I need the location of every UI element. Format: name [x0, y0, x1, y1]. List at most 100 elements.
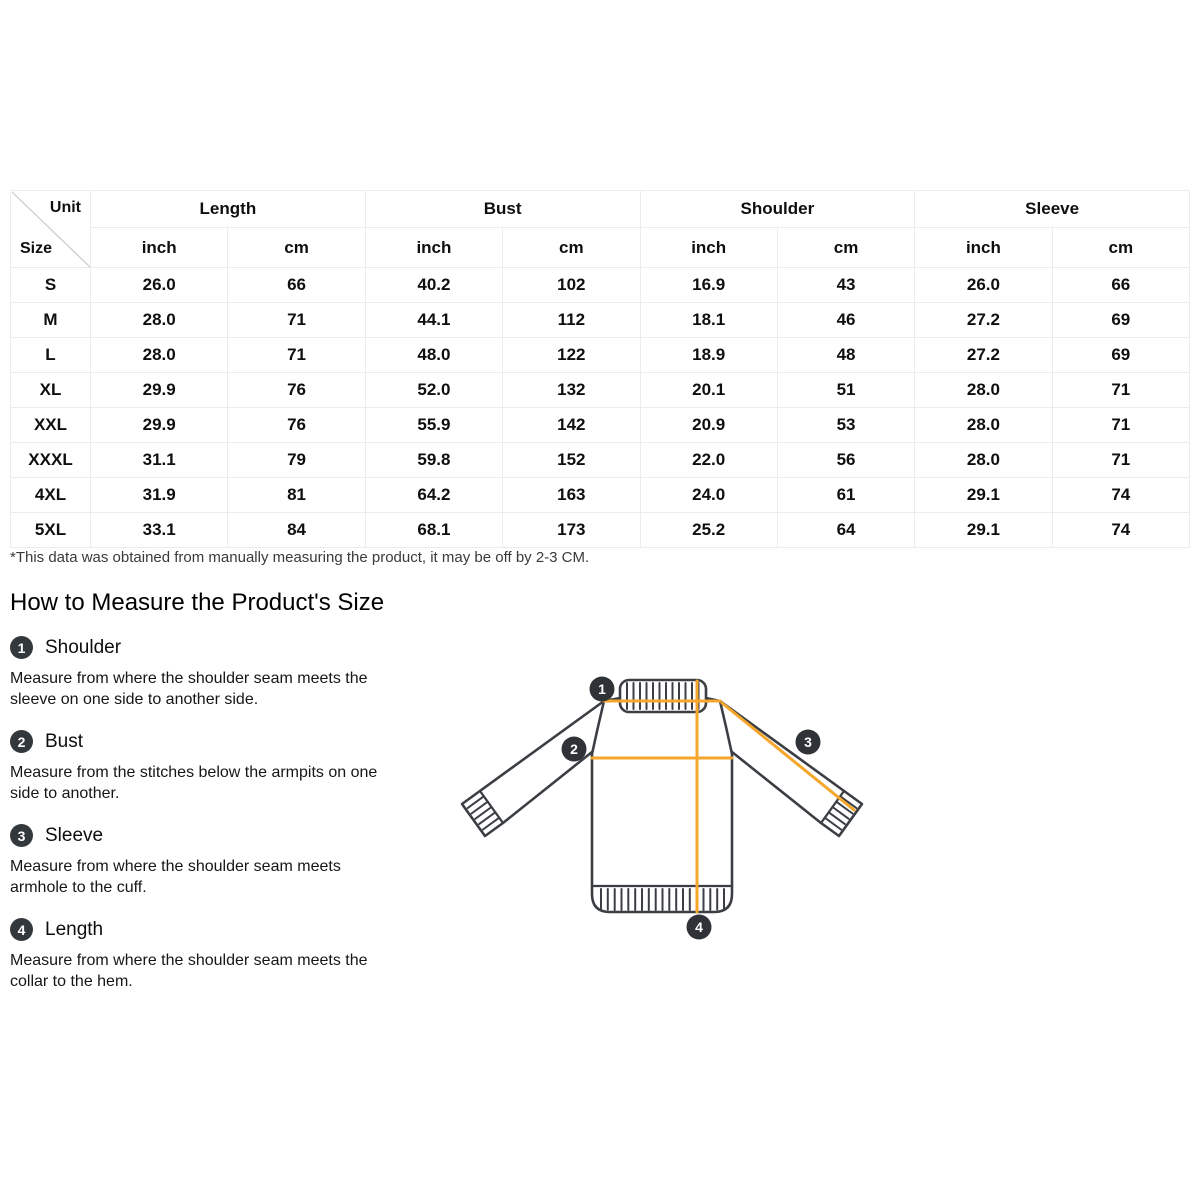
value-cell: 31.9	[91, 478, 229, 513]
marker-1-number: 1	[598, 681, 606, 697]
value-cell: 76	[228, 373, 366, 408]
value-cell: 71	[228, 303, 366, 338]
size-chart-table: Unit Size Length Bust Shoulder Sleeve in…	[10, 190, 1190, 548]
step-number-badge: 1	[10, 636, 33, 659]
value-cell: 61	[777, 478, 916, 513]
value-cell: 51	[777, 373, 916, 408]
value-cell: 20.9	[640, 408, 778, 443]
value-cell: 44.1	[365, 303, 504, 338]
value-cell: 152	[503, 443, 641, 478]
value-cell: 18.9	[640, 338, 778, 373]
unit-header-sleeve-cm: cm	[1052, 228, 1190, 268]
value-cell: 29.9	[91, 373, 229, 408]
value-cell: 29.1	[915, 478, 1053, 513]
value-cell: 20.1	[640, 373, 778, 408]
left-sleeve	[460, 699, 606, 838]
size-cell: 4XL	[11, 478, 91, 513]
step-header: 1 Shoulder	[10, 636, 434, 659]
value-cell: 112	[503, 303, 641, 338]
value-cell: 56	[777, 443, 916, 478]
step-label: Shoulder	[45, 636, 122, 658]
marker-1-badge: 1	[589, 676, 615, 702]
value-cell: 28.0	[915, 408, 1053, 443]
step-header: 3 Sleeve	[10, 824, 434, 847]
value-cell: 66	[228, 268, 366, 303]
value-cell: 43	[777, 268, 916, 303]
value-cell: 74	[1052, 513, 1190, 548]
marker-3-number: 3	[804, 734, 812, 750]
value-cell: 59.8	[365, 443, 504, 478]
marker-2-number: 2	[570, 741, 578, 757]
sweater-body	[590, 696, 734, 914]
step-description: Measure from where the shoulder seam mee…	[10, 858, 341, 896]
value-cell: 64.2	[365, 478, 504, 513]
value-cell: 122	[503, 338, 641, 373]
step-header: 4 Length	[10, 918, 434, 941]
value-cell: 55.9	[365, 408, 504, 443]
measurement-disclaimer: *This data was obtained from manually me…	[10, 549, 590, 566]
value-cell: 26.0	[91, 268, 229, 303]
measure-steps-list: 1 Shoulder Measure from where the should…	[10, 636, 434, 1012]
value-cell: 27.2	[915, 303, 1053, 338]
value-cell: 52.0	[365, 373, 504, 408]
column-group-bust: Bust	[365, 191, 641, 228]
value-cell: 84	[228, 513, 366, 548]
corner-size-label: Size	[20, 240, 53, 257]
value-cell: 66	[1052, 268, 1190, 303]
value-cell: 28.0	[91, 338, 229, 373]
collar	[618, 678, 708, 714]
sweater-measurement-diagram: 1 2 3 4	[460, 676, 864, 940]
step-description: Measure from where the shoulder seam mee…	[10, 952, 368, 990]
value-cell: 79	[228, 443, 366, 478]
value-cell: 28.0	[915, 443, 1053, 478]
value-cell: 28.0	[915, 373, 1053, 408]
unit-header-length-cm: cm	[228, 228, 366, 268]
value-cell: 40.2	[365, 268, 504, 303]
marker-4-number: 4	[695, 919, 703, 935]
value-cell: 48	[777, 338, 916, 373]
size-cell: S	[11, 268, 91, 303]
value-cell: 76	[228, 408, 366, 443]
size-cell: 5XL	[11, 513, 91, 548]
value-cell: 69	[1052, 338, 1190, 373]
size-cell: L	[11, 338, 91, 373]
step-header: 2 Bust	[10, 730, 434, 753]
marker-2-badge: 2	[561, 736, 587, 762]
value-cell: 71	[1052, 443, 1190, 478]
section-title: How to Measure the Product's Size	[10, 589, 385, 616]
step-label: Bust	[45, 730, 84, 752]
step-number-badge: 2	[10, 730, 33, 753]
measure-step: 3 Sleeve Measure from where the shoulder…	[10, 824, 434, 918]
measure-step: 4 Length Measure from where the shoulder…	[10, 918, 434, 1012]
right-sleeve	[718, 699, 864, 838]
value-cell: 28.0	[91, 303, 229, 338]
value-cell: 27.2	[915, 338, 1053, 373]
marker-4-badge: 4	[686, 914, 712, 940]
size-cell: XXXL	[11, 443, 91, 478]
measure-step: 1 Shoulder Measure from where the should…	[10, 636, 434, 730]
value-cell: 25.2	[640, 513, 778, 548]
unit-header-bust-cm: cm	[503, 228, 641, 268]
value-cell: 22.0	[640, 443, 778, 478]
step-description: Measure from where the shoulder seam mee…	[10, 670, 368, 708]
step-number-badge: 4	[10, 918, 33, 941]
step-number-badge: 3	[10, 824, 33, 847]
value-cell: 102	[503, 268, 641, 303]
column-group-length: Length	[91, 191, 366, 228]
value-cell: 142	[503, 408, 641, 443]
measure-step: 2 Bust Measure from the stitches below t…	[10, 730, 434, 824]
value-cell: 71	[1052, 408, 1190, 443]
value-cell: 173	[503, 513, 641, 548]
unit-header-length-inch: inch	[91, 228, 229, 268]
corner-cell: Unit Size	[11, 191, 91, 268]
value-cell: 18.1	[640, 303, 778, 338]
size-cell: M	[11, 303, 91, 338]
value-cell: 71	[1052, 373, 1190, 408]
value-cell: 53	[777, 408, 916, 443]
value-cell: 69	[1052, 303, 1190, 338]
column-group-sleeve: Sleeve	[915, 191, 1190, 228]
value-cell: 74	[1052, 478, 1190, 513]
value-cell: 46	[777, 303, 916, 338]
step-label: Length	[45, 918, 104, 940]
unit-header-shoulder-inch: inch	[640, 228, 778, 268]
